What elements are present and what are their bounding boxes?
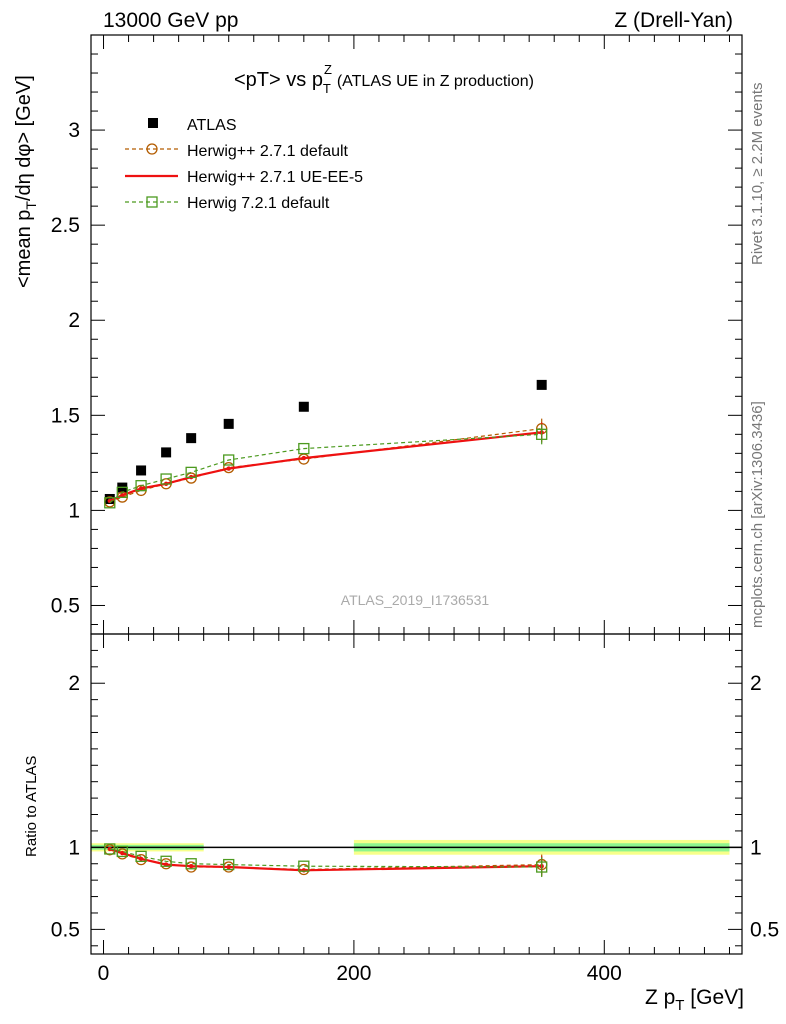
analysis-watermark: ATLAS_2019_I1736531 [341,592,490,608]
main-series [104,379,548,509]
y-main-tick-label: 1 [68,499,80,522]
main-series-3-point [135,480,147,492]
atlas-point [223,418,234,429]
ratio-series-3-point [104,843,116,855]
ratio-series-2-point [138,856,144,862]
x-tick-label: 400 [587,962,622,985]
y-ratio-tick-label-left: 0.5 [51,918,80,941]
main-series-2-point [226,466,231,471]
header-process: Z (Drell-Yan) [614,9,733,32]
legend-label-herwigpp-default: Herwig++ 2.7.1 default [187,143,349,160]
ratio-series-2-point [226,864,231,870]
x-tick-label: 0 [98,962,110,985]
ratio-series-2-point [120,850,125,856]
legend: ATLAS Herwig++ 2.7.1 default Herwig++ 2.… [125,117,363,212]
y-main-tick-label: 2 [68,309,80,332]
legend-marker-herwig7 [146,196,158,208]
ratio-series-2-point [107,846,112,852]
y-ratio-tick-label-left: 1 [68,836,80,859]
main-series-3-point [185,466,197,479]
main-series-2-line [109,431,542,502]
main-series-3-point [160,473,172,485]
ratio-series [104,843,548,878]
atlas-point [161,447,172,458]
main-series-3-point [298,442,310,455]
main-series-3-point [223,454,235,466]
y-ratio-tick-label-right: 0.5 [750,918,779,941]
legend-label-herwig7: Herwig 7.2.1 default [187,195,330,212]
y-main-tick-label: 2.5 [51,214,80,237]
main-series-3-point [116,486,128,498]
xlabel: Z pT [GeV] [645,986,744,1014]
atlas-point [298,401,309,412]
ratio-series-3-point [223,858,235,871]
y-main-tick-label: 3 [68,119,80,142]
atlas-point [536,379,547,390]
main-series-3-point [104,497,116,509]
ratio-series-2-line [109,847,542,872]
ratio-series-3-line [109,848,542,868]
header-energy: 13000 GeV pp [103,9,238,32]
main-series-2-point [120,492,125,498]
axis-ticks [91,35,742,954]
x-tick-label: 200 [336,962,371,985]
atlas-point [136,465,147,476]
ratio-series-3-point [160,855,172,867]
y-main-tick-label: 0.5 [51,594,80,617]
tick-labels: 0 200 400 0.5 1 1.5 2 2.5 3 0.5 0.5 1 1 2 2 [51,119,779,985]
ratio-series-3-point [135,850,147,863]
legend-label-herwigpp-ueee5: Herwig++ 2.7.1 UE-EE-5 [187,169,363,186]
y-ratio-tick-label-right: 1 [750,836,762,859]
ratio-series-3-point [116,845,128,858]
atlas-point [186,433,197,444]
main-series-3-line [109,433,542,504]
ratio-series-3-point [185,858,197,870]
main-series-2-point [138,486,144,491]
legend-marker-herwigpp-default [146,143,158,155]
y-main-tick-label: 1.5 [51,404,80,427]
ratio-series-2-point [188,864,194,869]
ylabel-main: <mean pT/dη dφ> [GeV] [13,75,39,288]
y-ratio-tick-label-left: 2 [68,672,80,695]
main-series-2-point [301,455,307,461]
mcplots-label: mcplots.cern.ch [arXiv:1306.3436] [749,401,766,628]
ylabel-ratio: Ratio to ATLAS [23,756,40,857]
ratio-panel-frame [90,633,743,955]
legend-label-atlas: ATLAS [187,117,237,134]
y-ratio-tick-label-right: 2 [750,672,762,695]
rivet-label: Rivet 3.1.10, ≥ 2.2M events [749,83,766,266]
plot-title: <pT> vs pZ T (ATLAS UE in Z production) [234,62,534,96]
ratio-series-3-point [298,860,310,872]
legend-marker-atlas [148,118,158,128]
